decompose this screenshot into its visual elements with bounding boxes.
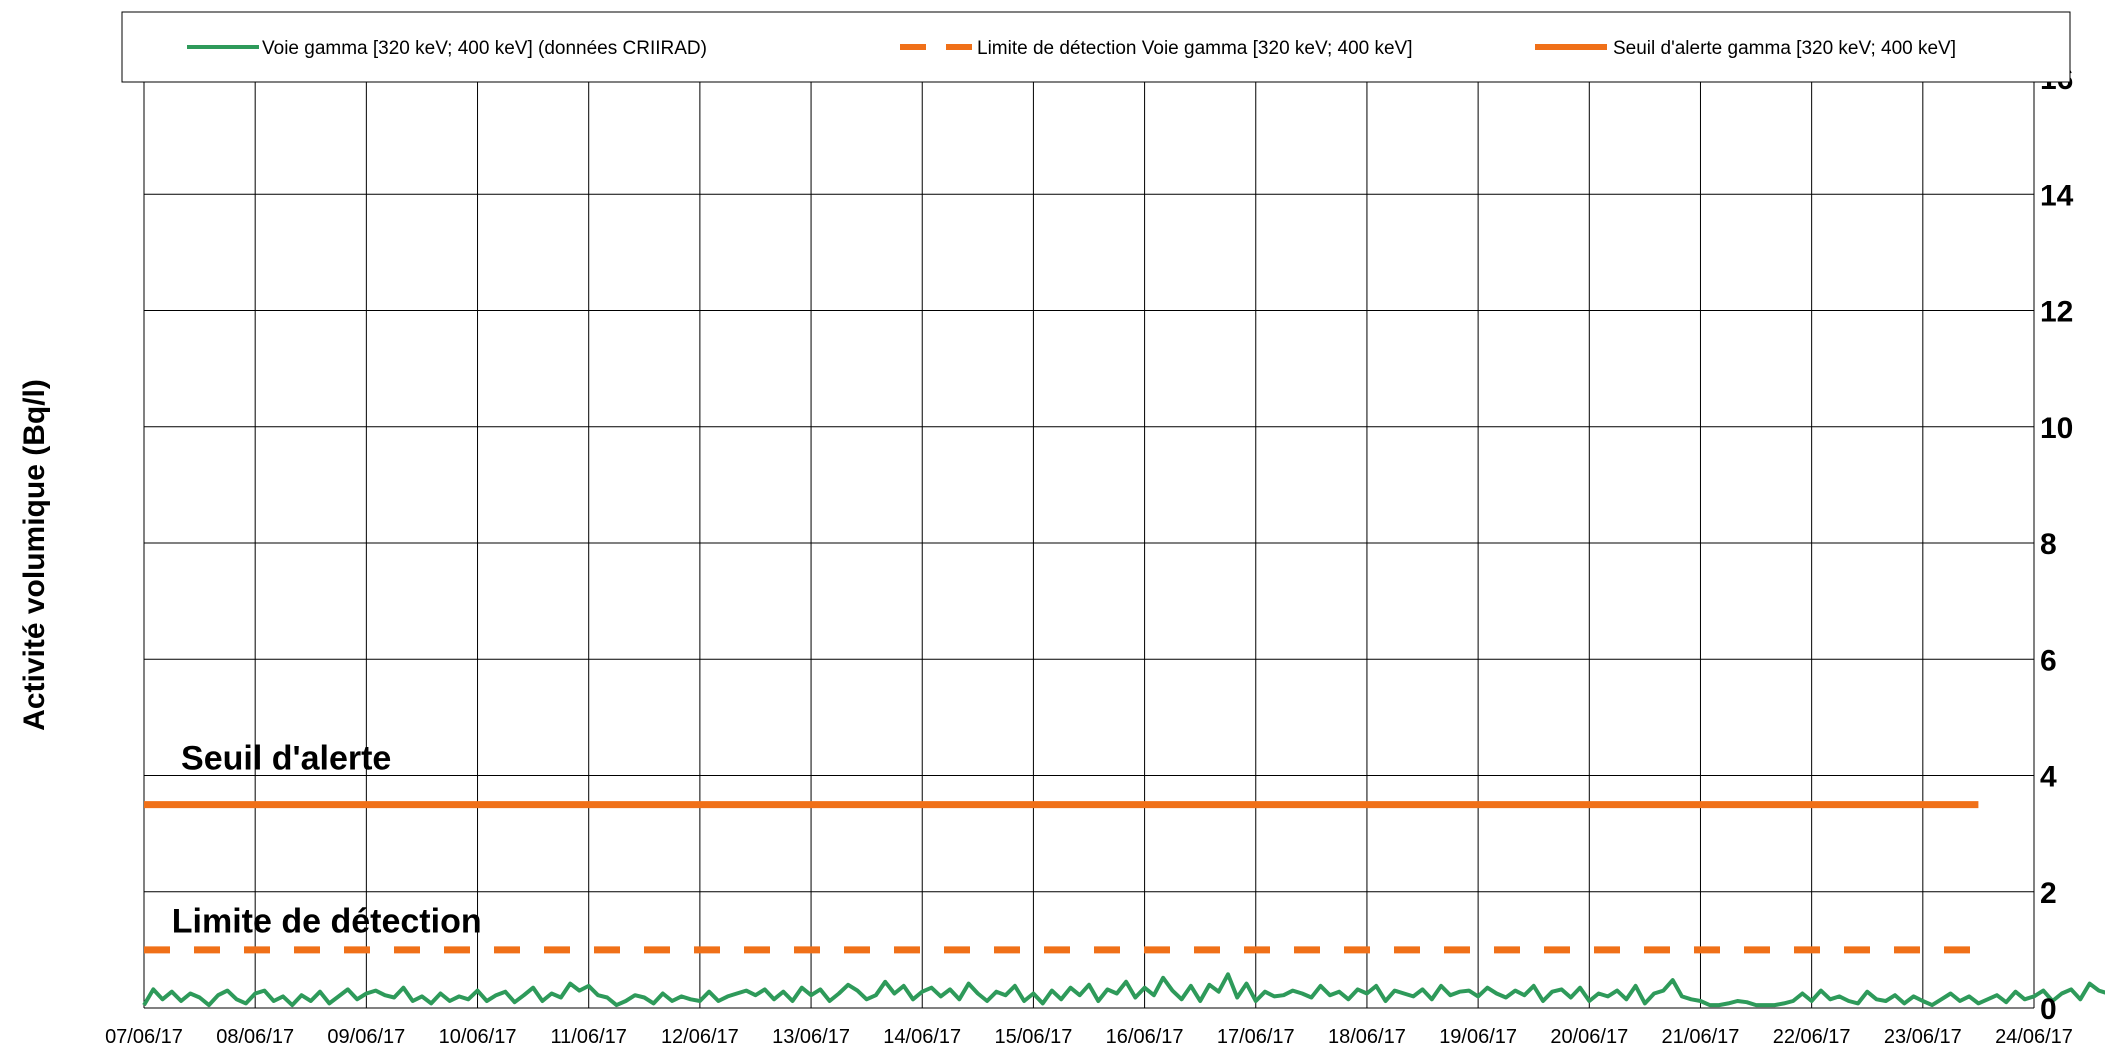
y-tick-label: 8 <box>2040 528 2057 561</box>
x-tick-label: 20/06/17 <box>1550 1026 1628 1048</box>
annotations: Seuil d'alerte Limite de détection <box>172 740 482 941</box>
y-tick-label: 14 <box>2040 179 2074 212</box>
legend-label-2: Limite de détection Voie gamma [320 keV;… <box>977 38 1413 59</box>
legend-box <box>121 11 2071 83</box>
x-tick-label: 10/06/17 <box>439 1026 517 1048</box>
y-tick-label: 10 <box>2040 412 2073 445</box>
x-tick-label: 14/06/17 <box>883 1026 961 1048</box>
x-tick-label: 21/06/17 <box>1662 1026 1740 1048</box>
y-tick-label: 4 <box>2040 761 2057 794</box>
y-tick-label: 2 <box>2040 877 2057 910</box>
x-tick-label: 24/06/17 <box>1995 1026 2073 1048</box>
series-line-1 <box>142 972 2105 1008</box>
x-tick-label: 12/06/17 <box>661 1026 739 1048</box>
series-layer <box>142 801 2105 1008</box>
x-tick-label: 13/06/17 <box>772 1026 850 1048</box>
x-tick-label: 19/06/17 <box>1439 1026 1517 1048</box>
x-tick-label: 23/06/17 <box>1884 1026 1962 1048</box>
x-tick-label: 17/06/17 <box>1217 1026 1295 1048</box>
legend: Voie gamma [320 keV; 400 keV] (données C… <box>121 11 2071 83</box>
annotation-2: Limite de détection <box>172 902 482 940</box>
x-tick-label: 15/06/17 <box>994 1026 1072 1048</box>
x-tick-label: 18/06/17 <box>1328 1026 1406 1048</box>
x-tick-label: 09/06/17 <box>327 1026 405 1048</box>
x-tick-label: 16/06/17 <box>1106 1026 1184 1048</box>
y-tick-label: 0 <box>2040 993 2057 1026</box>
tick-labels: 024681012141607/06/1708/06/1709/06/1710/… <box>105 63 2074 1048</box>
y-axis-label: Activité volumique (Bq/l) <box>18 379 51 731</box>
x-tick-label: 07/06/17 <box>105 1026 183 1048</box>
legend-label-3: Seuil d'alerte gamma [320 keV; 400 keV] <box>1613 38 1956 59</box>
x-tick-label: 08/06/17 <box>216 1026 294 1048</box>
x-tick-label: 22/06/17 <box>1773 1026 1851 1048</box>
x-tick-label: 11/06/17 <box>551 1026 627 1048</box>
legend-label-1: Voie gamma [320 keV; 400 keV] (données C… <box>262 38 707 59</box>
y-tick-label: 12 <box>2040 296 2073 329</box>
grid <box>143 77 2035 1009</box>
annotation-1: Seuil d'alerte <box>181 740 391 778</box>
y-tick-label: 6 <box>2040 644 2057 677</box>
